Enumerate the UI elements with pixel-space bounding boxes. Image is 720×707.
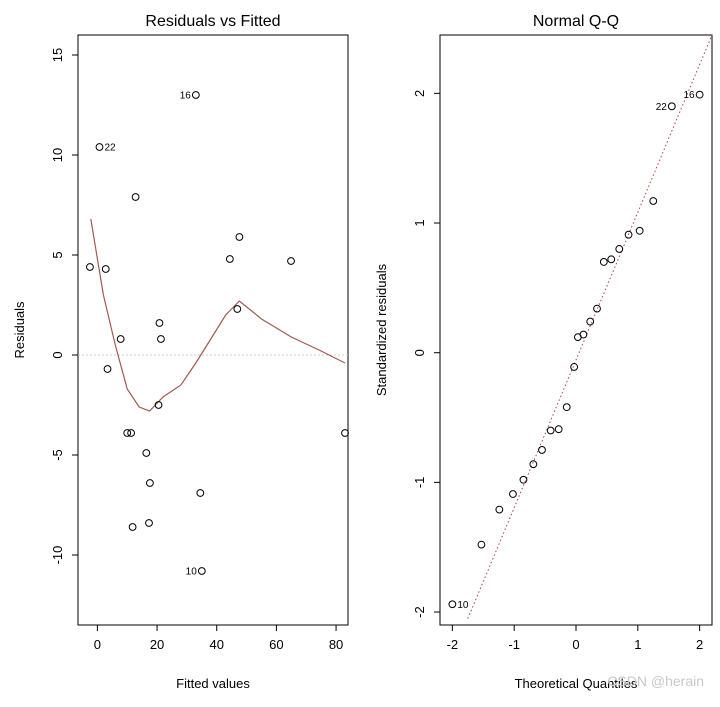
x-tick-label: 0 <box>572 637 579 652</box>
chart-title: Normal Q-Q <box>533 13 619 30</box>
y-axis-label: Standardized residuals <box>374 263 389 396</box>
x-tick-label: -1 <box>508 637 520 652</box>
data-point <box>157 335 165 343</box>
x-tick-label: 2 <box>696 637 703 652</box>
y-tick-label: -5 <box>50 449 65 461</box>
lowess-smooth-line <box>90 218 346 412</box>
point-label: 10 <box>186 567 198 578</box>
data-point <box>123 429 132 437</box>
data-point <box>86 263 94 271</box>
data-point <box>607 255 616 264</box>
data-point <box>519 475 528 484</box>
data-point <box>128 523 137 531</box>
data-point <box>529 460 538 469</box>
data-point <box>142 449 151 457</box>
y-tick-label: 0 <box>412 349 427 356</box>
data-point <box>624 230 633 239</box>
x-tick-label: 0 <box>94 637 101 652</box>
y-tick-label: -2 <box>412 606 427 618</box>
data-point <box>448 600 457 609</box>
point-label: 22 <box>656 102 668 113</box>
data-point <box>615 245 624 253</box>
point-label: 22 <box>104 143 116 154</box>
data-point <box>599 258 608 266</box>
data-point <box>196 489 205 497</box>
y-tick-label: 0 <box>50 351 65 358</box>
data-point <box>546 426 555 435</box>
data-point <box>477 540 486 549</box>
data-point <box>586 317 595 326</box>
point-label: 10 <box>457 600 469 611</box>
data-point <box>154 401 163 409</box>
y-tick-label: 15 <box>50 48 65 62</box>
data-point <box>233 305 242 313</box>
y-tick-label: 10 <box>50 148 65 162</box>
x-tick-label: 80 <box>329 637 343 652</box>
x-axis-label: Theoretical Quantiles <box>515 676 638 691</box>
data-point <box>635 226 644 235</box>
x-tick-label: 20 <box>150 637 164 652</box>
data-point <box>225 255 234 263</box>
y-axis-label: Residuals <box>12 301 27 359</box>
plot-frame <box>439 34 713 626</box>
watermark: CSDN @herain <box>607 673 704 689</box>
panel-normal-qq: Normal Q-Q -2 -1 0 1 2 -2 -1 0 1 2 Theoretical Quan… <box>374 13 713 691</box>
x-axis-label: Fitted values <box>176 676 250 691</box>
data-point <box>101 265 110 273</box>
data-point <box>127 429 136 437</box>
x-tick-label: 1 <box>634 637 641 652</box>
data-point <box>116 335 125 343</box>
data-point <box>146 479 154 487</box>
data-point <box>538 446 546 454</box>
data-point <box>593 304 601 313</box>
data-point <box>649 197 658 205</box>
x-tick-label: 60 <box>269 637 283 652</box>
data-point <box>155 319 164 327</box>
data-point <box>562 403 571 412</box>
point-label: 16 <box>684 90 696 101</box>
data-point <box>509 490 517 498</box>
data-point <box>495 505 504 514</box>
data-point <box>667 102 676 111</box>
data-point <box>103 365 112 373</box>
data-point <box>554 425 563 434</box>
data-point <box>695 90 704 99</box>
chart-title: Residuals vs Fitted <box>145 13 280 30</box>
qq-reference-line <box>467 34 713 619</box>
data-point <box>235 233 244 241</box>
y-tick-label: 1 <box>412 219 427 226</box>
y-tick-label: -10 <box>50 546 65 565</box>
data-point <box>131 193 140 201</box>
data-point <box>341 429 349 437</box>
data-point <box>570 363 579 371</box>
data-point <box>95 143 104 151</box>
data-point <box>197 567 206 575</box>
point-label: 16 <box>180 91 192 102</box>
x-tick-label: -2 <box>447 637 459 652</box>
y-tick-label: 5 <box>50 251 65 258</box>
data-point <box>145 519 153 527</box>
x-tick-label: 40 <box>209 637 223 652</box>
data-point <box>191 91 200 99</box>
y-tick-label: 2 <box>412 90 427 97</box>
y-tick-label: -1 <box>412 477 427 489</box>
data-point <box>579 330 588 339</box>
plot-frame <box>77 34 349 626</box>
data-point <box>287 257 295 265</box>
panel-residuals-vs-fitted: Residuals vs Fitted 0 20 40 60 80 -10 -5 0 5 10 15 F… <box>12 13 349 691</box>
